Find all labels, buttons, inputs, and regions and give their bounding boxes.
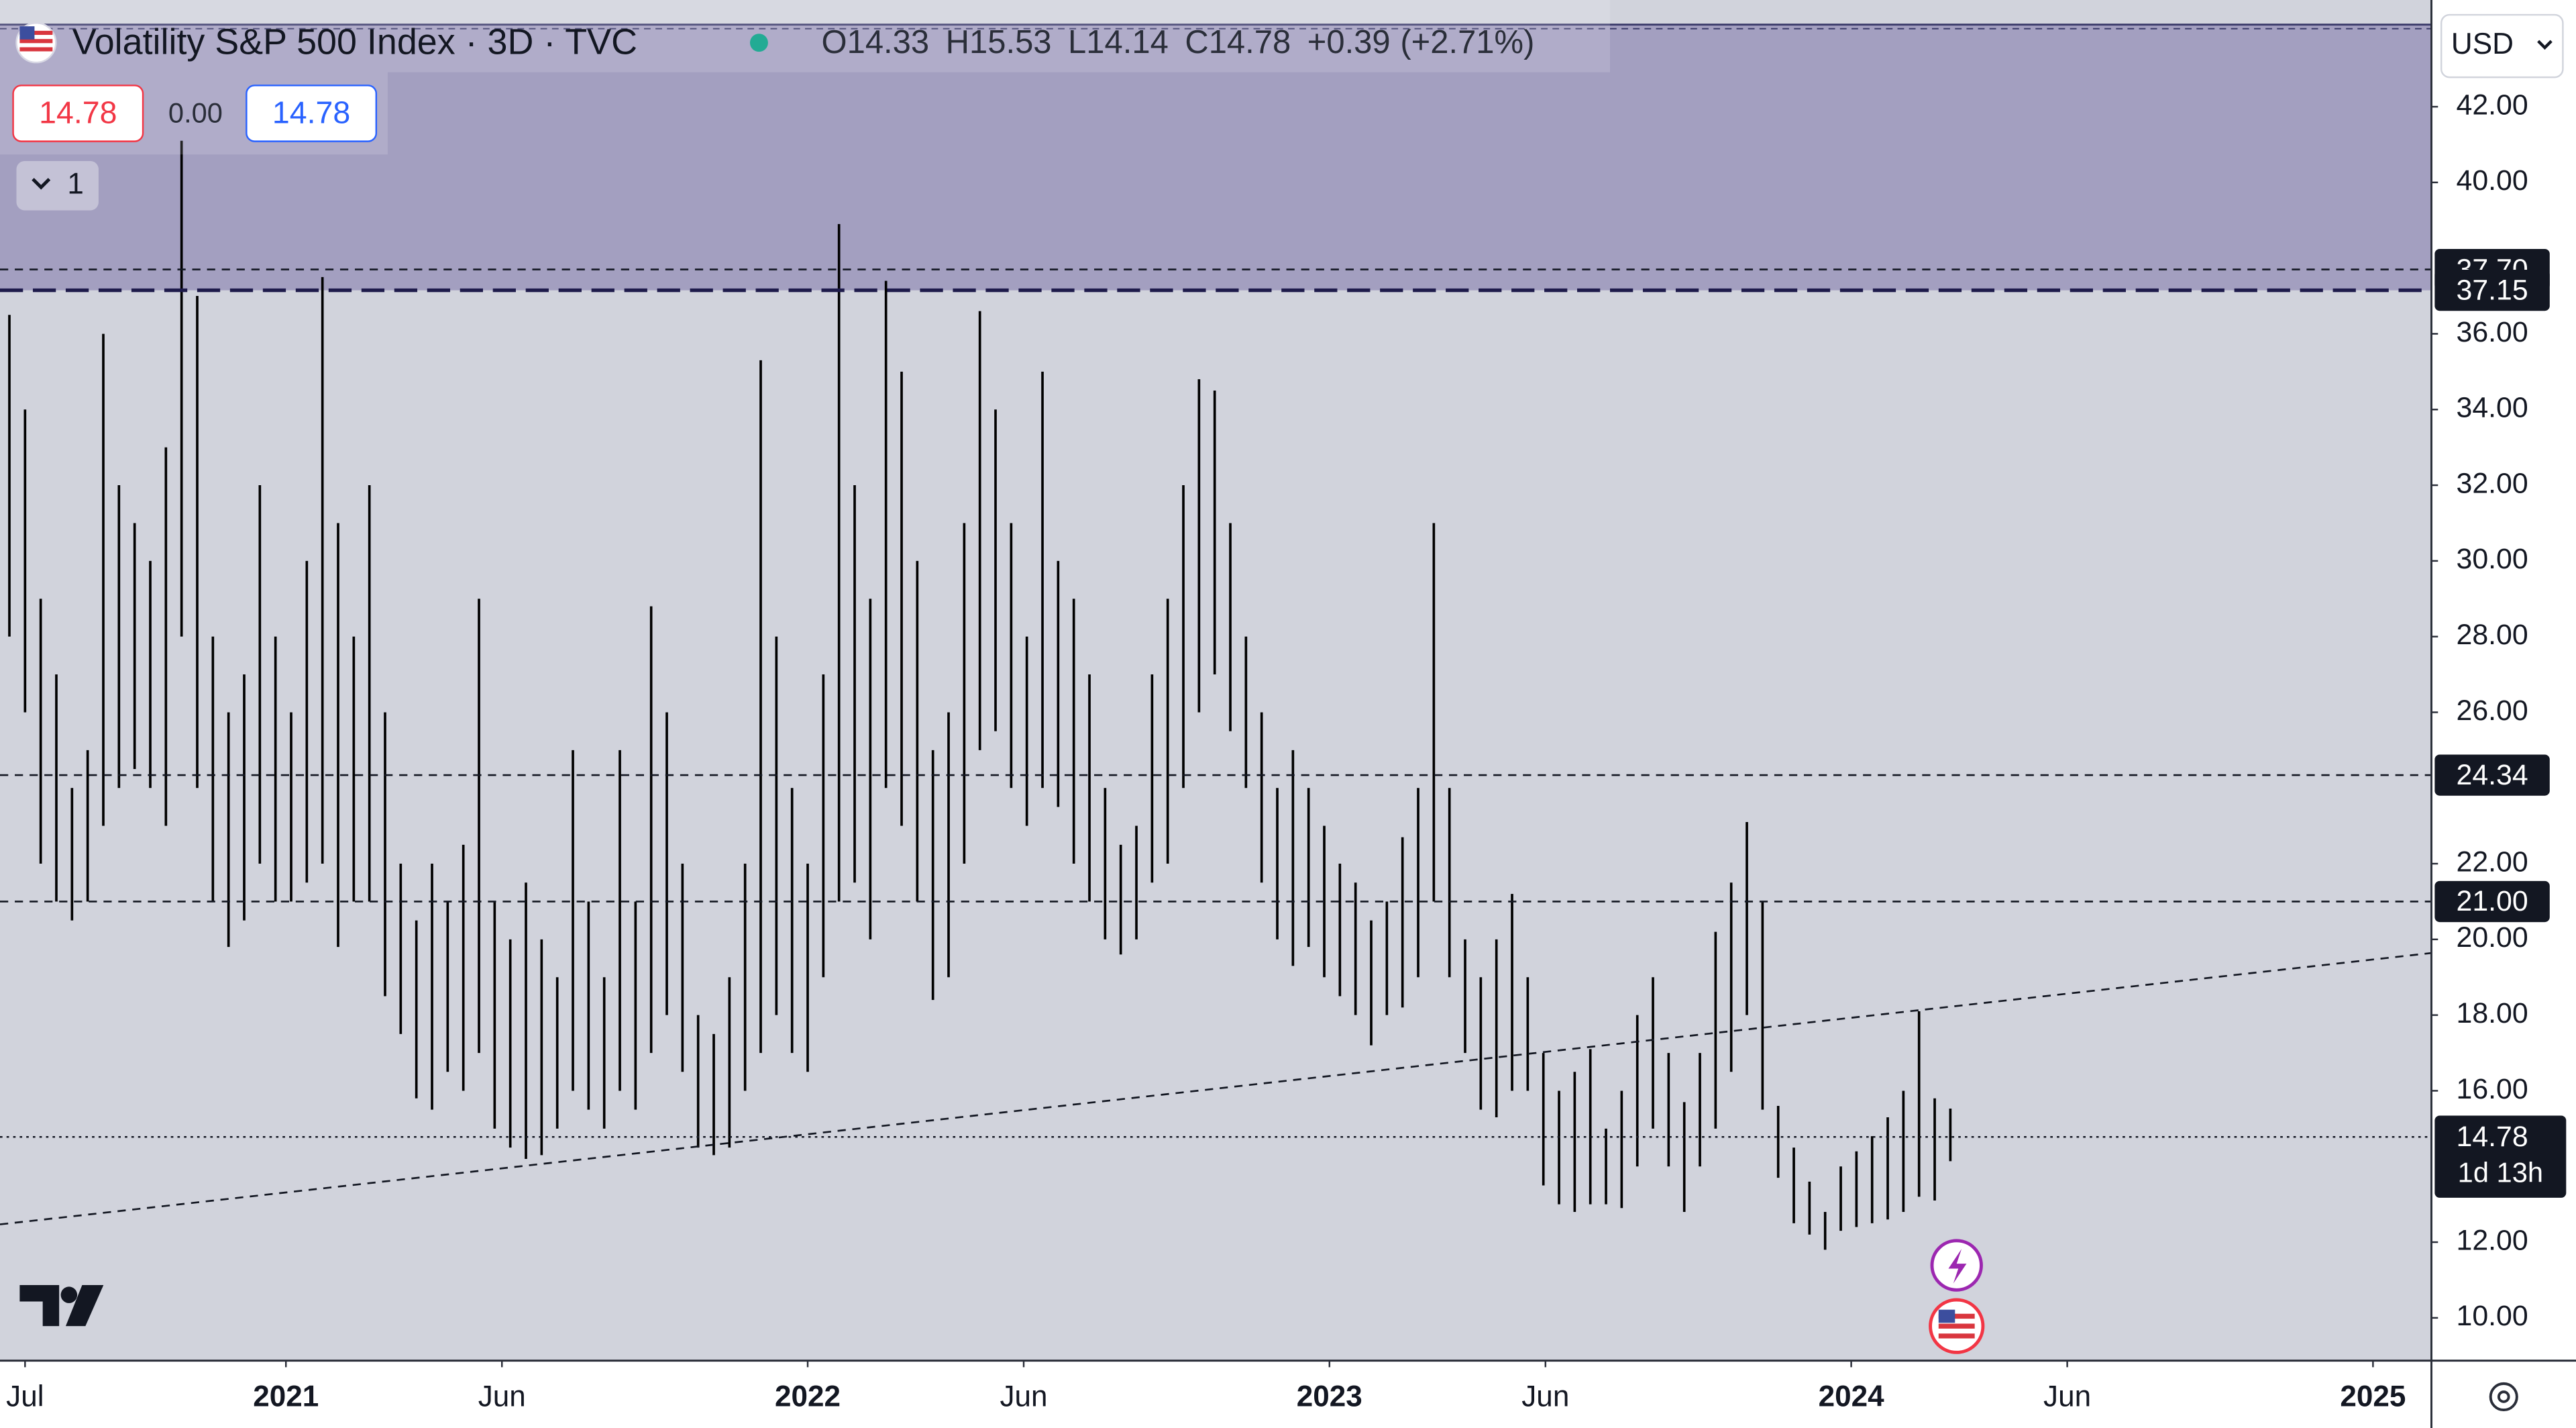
zone	[0, 24, 2432, 291]
price-label: 21.00	[2456, 885, 2528, 917]
y-tick-label: 30.00	[2456, 543, 2528, 575]
header-overlay	[0, 0, 1610, 72]
x-tick-label: 2022	[775, 1380, 841, 1413]
market-status-dot	[749, 34, 768, 52]
countdown: 1d 13h	[2458, 1157, 2543, 1188]
chart-title: Volatility S&P 500 Index · 3D · TVC	[72, 21, 637, 62]
y-tick-label: 10.00	[2456, 1300, 2528, 1332]
settings-icon[interactable]	[2489, 1382, 2518, 1412]
buy-price[interactable]: 14.78	[272, 95, 350, 130]
indicator-count[interactable]: 1	[67, 167, 84, 200]
chevron-icon	[2537, 40, 2553, 50]
price-label-bg	[2434, 880, 2550, 923]
indicators-toggle[interactable]	[16, 160, 99, 211]
y-tick-label: 32.00	[2456, 467, 2528, 499]
x-tick-label: Jun	[1521, 1380, 1569, 1413]
last-price-label-bg	[2434, 1115, 2567, 1198]
y-tick-label: 20.00	[2456, 921, 2528, 954]
currency-select[interactable]	[2440, 13, 2564, 79]
sell-price[interactable]: 14.78	[39, 95, 117, 130]
ohlc-value: 14.14	[1086, 24, 1169, 60]
spread: 0.00	[168, 97, 223, 128]
flag-canton	[19, 26, 35, 40]
y-tick-label: 26.00	[2456, 695, 2528, 727]
last-price-label: 14.78	[2456, 1121, 2528, 1153]
ohlc-key: H	[946, 24, 969, 60]
lines-layer	[0, 268, 2432, 1225]
price-label-bg	[2434, 269, 2550, 311]
price-label: 24.34	[2456, 759, 2528, 791]
x-tick-label: 2023	[1297, 1380, 1362, 1413]
logo-part	[19, 1284, 60, 1327]
y-tick-label: 18.00	[2456, 997, 2528, 1029]
x-tick-label: Jun	[478, 1380, 526, 1413]
bars-layer	[8, 140, 1952, 1250]
x-tick-label: Jun	[1000, 1380, 1047, 1413]
ohlc-legend: O14.33 H15.53 L14.14 C14.78 +0.39 (+2.71%)	[821, 24, 1534, 60]
ohlc-value: 15.53	[969, 24, 1052, 60]
y-tick-label: 34.00	[2456, 392, 2528, 424]
ohlc-value: 14.78	[1209, 24, 1291, 60]
ohlc-key: C	[1185, 24, 1208, 60]
ohlc-key: O	[821, 24, 847, 60]
currency-label[interactable]: USD	[2451, 28, 2514, 60]
zone-layer	[0, 23, 2432, 291]
price-label: 37.15	[2456, 274, 2528, 306]
settings-icon-center	[2497, 1390, 2510, 1403]
y-tick-label: 42.00	[2456, 89, 2528, 121]
ohlc-key: L	[1068, 24, 1086, 60]
x-tick-label: 2024	[1819, 1380, 1885, 1413]
buy-button[interactable]	[246, 85, 378, 142]
logo-part	[65, 1284, 104, 1327]
y-tick-label: 12.00	[2456, 1224, 2528, 1256]
y-tick-label: 22.00	[2456, 846, 2528, 878]
ohlc-value: 14.33	[847, 24, 930, 60]
change: +0.39	[1307, 24, 1391, 60]
chevron-icon	[32, 178, 51, 190]
lightning-icon	[1948, 1249, 1967, 1284]
x-tick-label: 2025	[2340, 1380, 2406, 1413]
sell-button[interactable]	[12, 85, 144, 142]
y-tick-label: 28.00	[2456, 619, 2528, 651]
change-pct: (+2.71%)	[1400, 24, 1534, 60]
logo-part	[60, 1286, 78, 1303]
y-tick-label: 16.00	[2456, 1073, 2528, 1105]
axis-layer: 10.0012.0016.0018.0020.0022.0026.0028.00…	[6, 89, 2567, 1413]
price-label-bg	[2434, 754, 2550, 796]
x-tick-label: Jul	[6, 1380, 44, 1413]
flag-canton	[1938, 1309, 1955, 1323]
x-tick-label: Jun	[2043, 1380, 2091, 1413]
y-tick-label: 40.00	[2456, 164, 2528, 197]
y-tick-label: 36.00	[2456, 316, 2528, 348]
x-tick-label: 2021	[253, 1380, 319, 1413]
